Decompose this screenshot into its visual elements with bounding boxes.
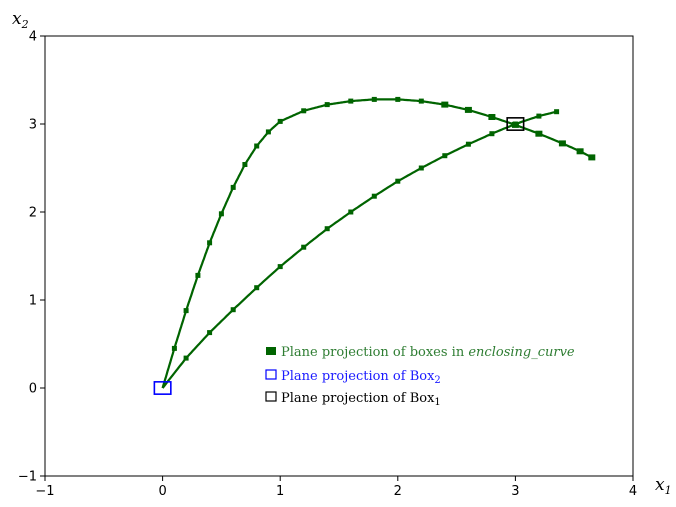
enclosing-box <box>395 178 401 184</box>
x-tick-label: 2 <box>394 484 402 499</box>
enclosing-box <box>441 101 449 108</box>
x-ticks: −1 0 1 2 3 4 <box>35 476 637 499</box>
y-tick-label: −1 <box>18 470 37 485</box>
enclosing-box <box>195 272 201 278</box>
enclosing-box <box>418 98 424 104</box>
legend-swatch-enclosing-curve <box>266 347 276 355</box>
y-tick-label: 2 <box>29 206 37 221</box>
enclosing-box <box>512 121 518 127</box>
enclosing-box <box>442 153 448 159</box>
enclosing-box <box>488 114 496 120</box>
enclosing-box <box>171 345 177 351</box>
enclosing-box <box>230 307 236 313</box>
curve-branch-lower <box>161 110 557 389</box>
y-ticks: −1 0 1 2 3 4 <box>18 30 45 485</box>
y-axis-label: x2 <box>12 9 29 31</box>
legend: Plane projection of boxes in enclosing_c… <box>265 345 575 408</box>
x-tick-label: 4 <box>629 484 637 499</box>
legend-label-box1: Plane projection of Box1 <box>281 391 441 408</box>
legend-swatch-box2 <box>265 369 277 380</box>
enclosing-box <box>489 131 495 137</box>
box2-projection <box>153 381 172 395</box>
legend-entry-box2: Plane projection of Box2 <box>265 369 441 386</box>
enclosing-box <box>254 143 260 149</box>
enclosing-box <box>536 113 542 119</box>
enclosing-box <box>183 308 189 314</box>
legend-swatch-box1 <box>265 391 277 402</box>
legend-label-enclosing-curve: Plane projection of boxes in enclosing_c… <box>281 345 575 360</box>
x-tick-label: 1 <box>276 484 284 499</box>
x-tick-label: 3 <box>511 484 519 499</box>
enclosing-box <box>277 118 283 124</box>
enclosing-box <box>464 106 472 113</box>
enclosing-box <box>230 184 236 190</box>
enclosing-box <box>265 129 271 135</box>
enclosing-box <box>371 96 377 102</box>
x-tick-label: −1 <box>35 484 54 499</box>
enclosing-box <box>465 141 471 147</box>
enclosing-box <box>254 285 260 291</box>
enclosing-box <box>348 209 354 215</box>
box1-projection <box>506 117 525 131</box>
enclosing-box <box>207 240 213 246</box>
enclosing-box <box>277 264 283 270</box>
x-axis-label: x1 <box>655 475 672 497</box>
enclosing-box <box>395 96 401 102</box>
enclosing-box <box>371 193 377 199</box>
y-tick-label: 4 <box>29 30 37 45</box>
y-tick-label: 3 <box>29 118 37 133</box>
x-tick-label: 0 <box>158 484 166 499</box>
enclosing-box <box>301 244 307 250</box>
legend-entry-enclosing-curve: Plane projection of boxes in enclosing_c… <box>266 345 575 360</box>
enclosing-box <box>576 148 584 155</box>
enclosing-box <box>324 226 330 232</box>
enclosing-box <box>348 98 354 104</box>
enclosing-box <box>558 140 566 147</box>
y-tick-label: 1 <box>29 294 37 309</box>
enclosing-box <box>183 355 189 361</box>
enclosing-box <box>418 165 424 171</box>
enclosing-box <box>588 154 596 161</box>
enclosing-box <box>301 108 307 114</box>
enclosing-box <box>242 162 248 167</box>
axes-frame <box>44 35 634 477</box>
legend-entry-box1: Plane projection of Box1 <box>265 391 441 408</box>
enclosing-box <box>324 102 330 108</box>
legend-label-box2: Plane projection of Box2 <box>281 369 441 386</box>
enclosing-box <box>554 109 560 115</box>
enclosing-box <box>535 130 543 137</box>
enclosing-curve-boxes <box>161 96 596 389</box>
enclosing-box <box>218 211 224 217</box>
y-tick-label: 0 <box>29 382 37 397</box>
enclosing-box <box>207 330 213 336</box>
